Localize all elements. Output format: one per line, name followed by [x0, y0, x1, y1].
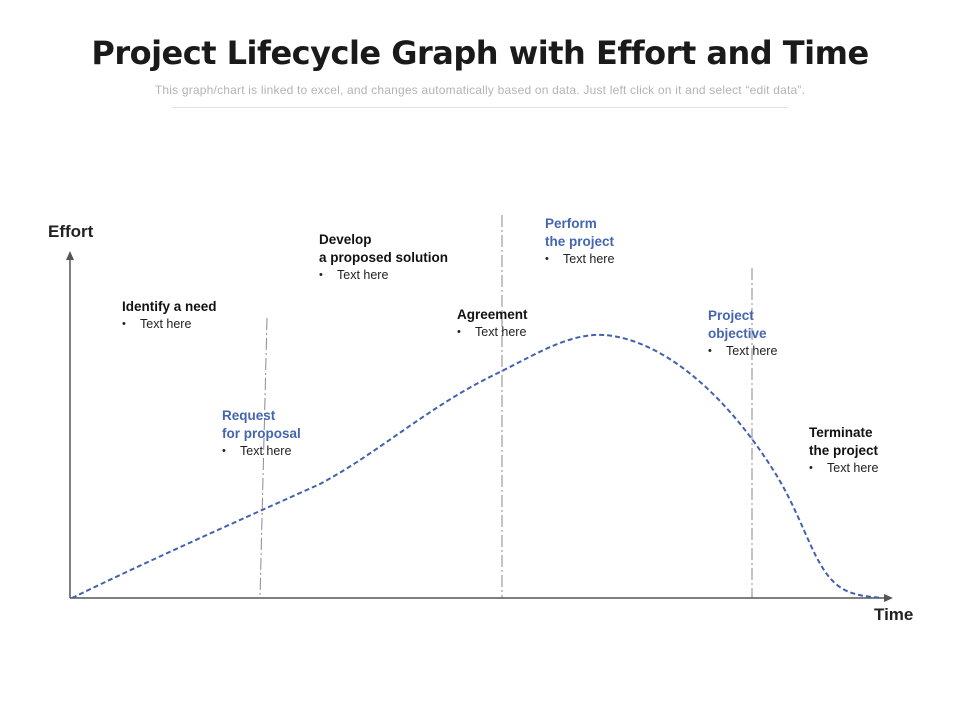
- phase-identify-need: Identify a need Text here: [122, 298, 217, 332]
- page-subtitle: This graph/chart is linked to excel, and…: [154, 83, 806, 97]
- effort-curve: [71, 333, 883, 599]
- phase-bullet: Text here: [122, 316, 217, 332]
- phase-terminate-project: Terminate the project Text here: [809, 424, 878, 476]
- y-axis-arrow-icon: [66, 251, 74, 260]
- phase-title: Agreement: [457, 307, 528, 322]
- phase-develop-solution: Develop a proposed solution Text here: [319, 231, 448, 283]
- phase-bullet: Text here: [222, 443, 301, 459]
- page-title: Project Lifecycle Graph with Effort and …: [91, 34, 869, 72]
- phase-agreement: Agreement Text here: [457, 306, 528, 340]
- phase-bullet: Text here: [809, 460, 878, 476]
- phase-request-proposal: Request for proposal Text here: [222, 407, 301, 459]
- phase-bullet: Text here: [457, 324, 528, 340]
- phase-project-objective: Project objective Text here: [708, 307, 777, 359]
- phase-title: Develop a proposed solution: [319, 232, 449, 265]
- phase-title: Identify a need: [122, 299, 217, 314]
- phase-title: Request for proposal: [222, 408, 301, 441]
- phase-title: Perform the project: [545, 216, 615, 249]
- y-axis-label: Effort: [48, 222, 94, 241]
- phase-title: Project objective: [708, 308, 767, 341]
- x-axis-label: Time: [874, 605, 914, 624]
- phase-title: Terminate the project: [809, 425, 879, 458]
- x-axis-arrow-icon: [884, 594, 893, 602]
- phase-bullet: Text here: [545, 251, 614, 267]
- subtitle-divider: [172, 107, 788, 108]
- phase-bullet: Text here: [319, 267, 448, 283]
- phase-perform-project: Perform the project Text here: [545, 215, 614, 267]
- phase-bullet: Text here: [708, 343, 777, 359]
